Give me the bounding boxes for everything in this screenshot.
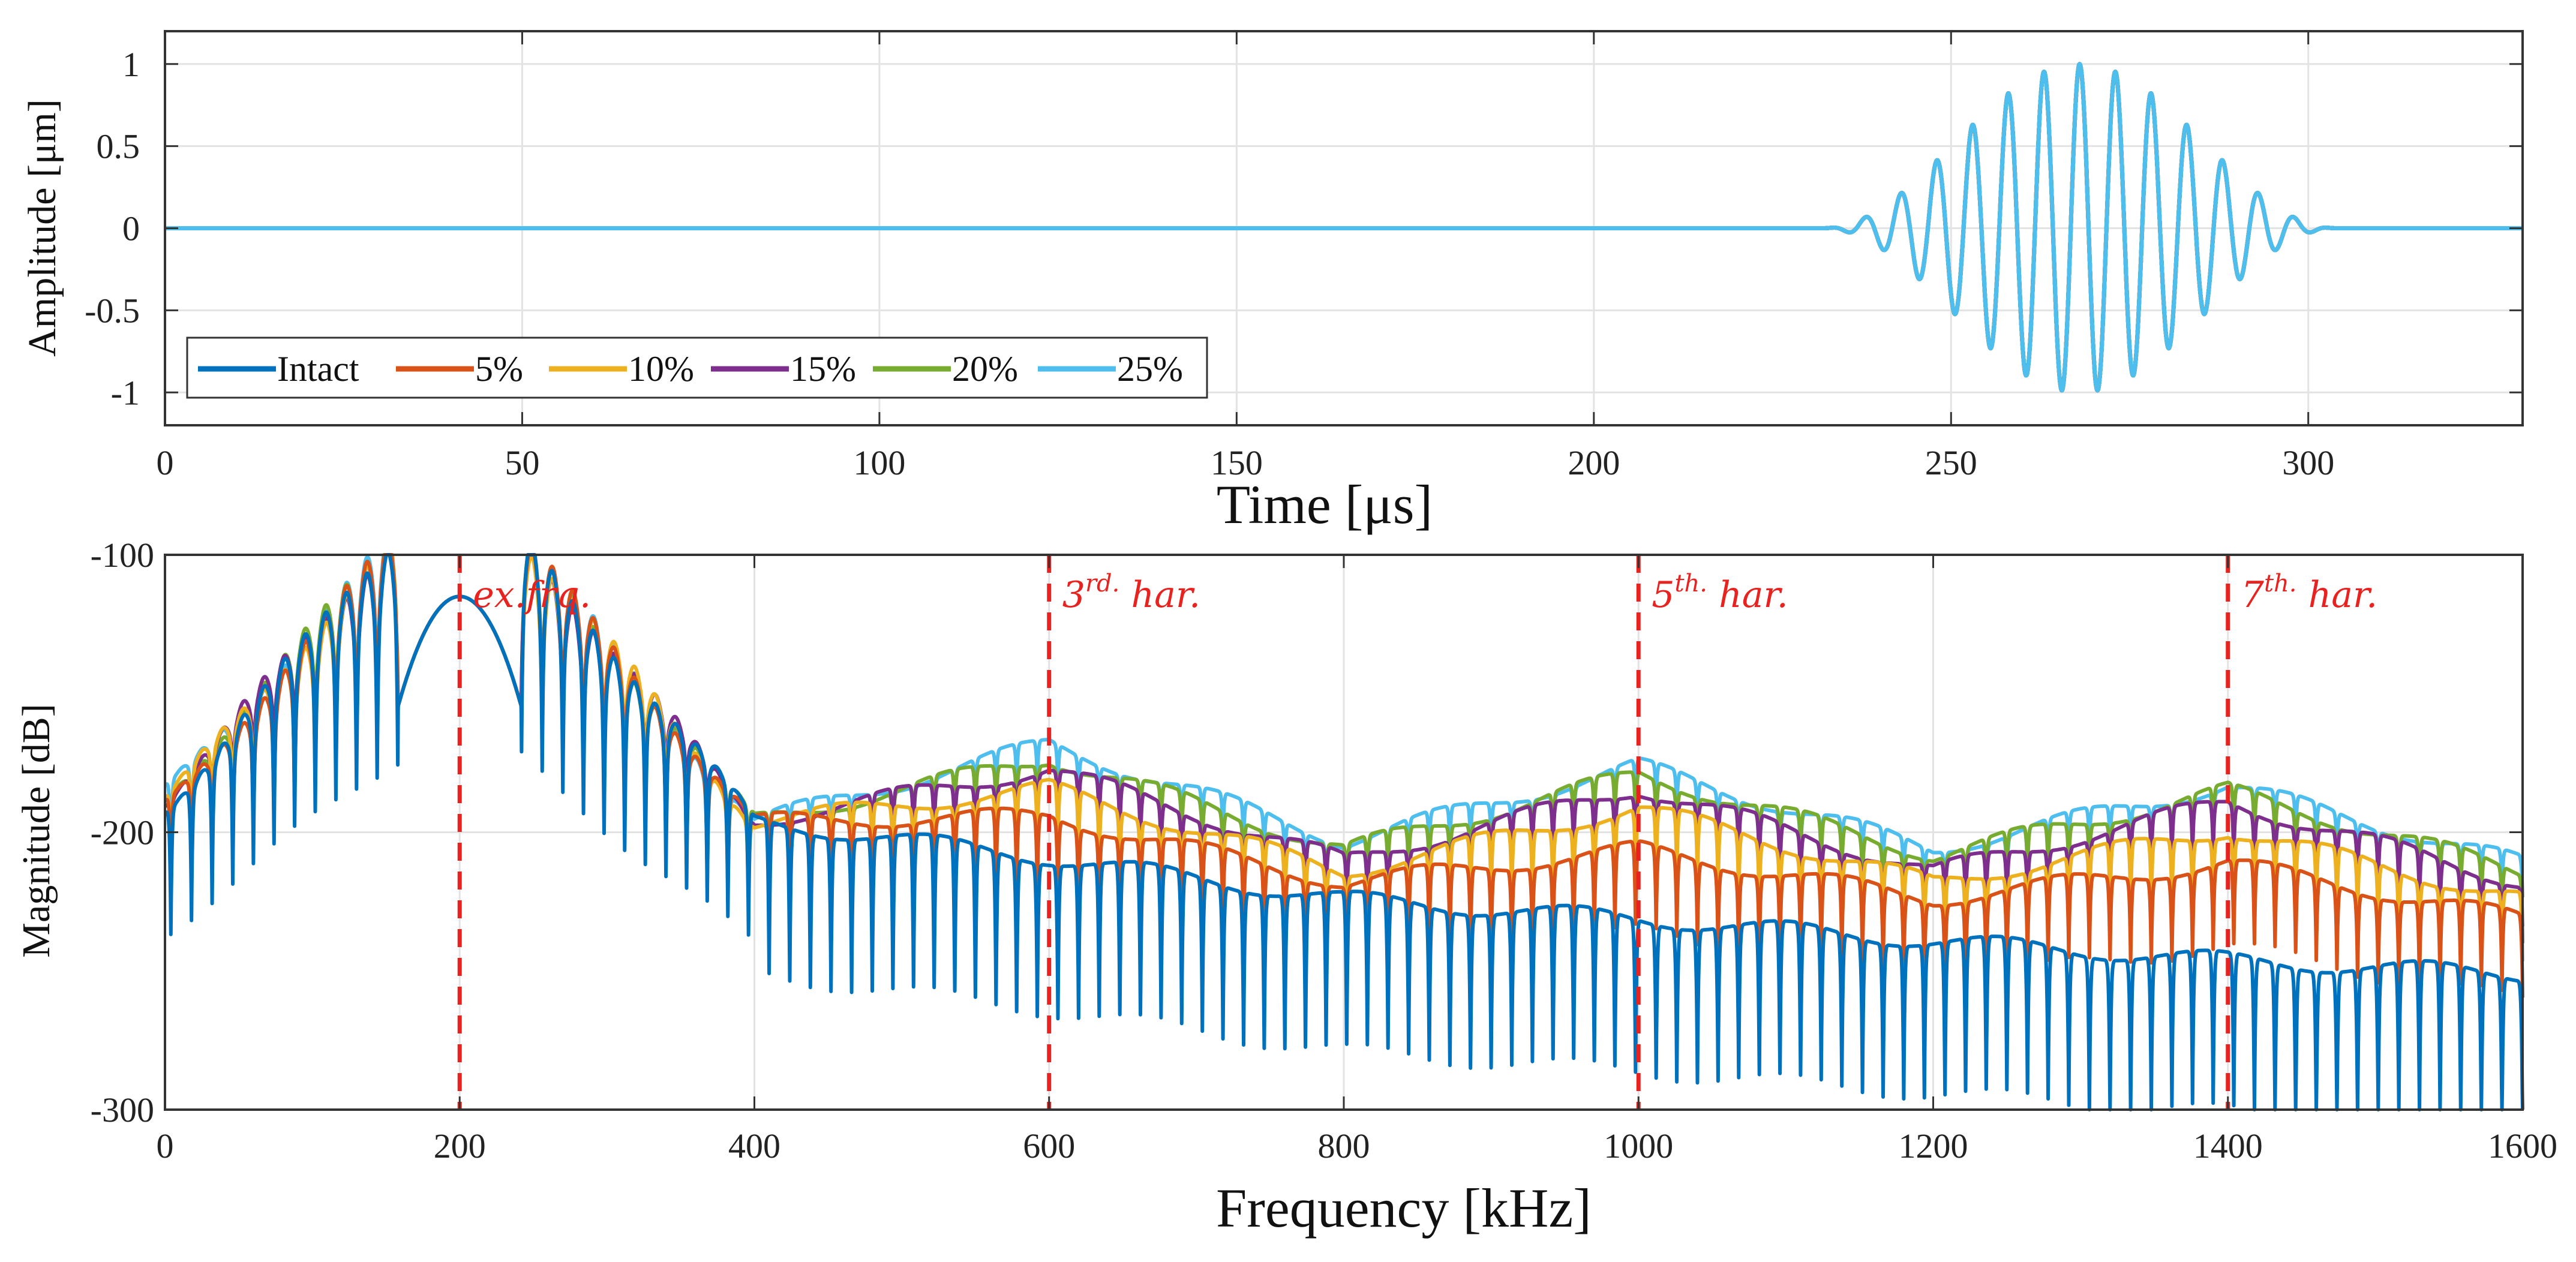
time-x-tick-label: 200 [1568,443,1620,482]
time-y-tick-label: 0.5 [97,127,140,166]
frequency-x-tick-label: 1400 [2193,1126,2263,1165]
frequency-y-tick-label: -100 [91,536,154,575]
harmonic-marker-label: ex.frq. [473,574,591,616]
time-x-tick-label: 250 [1925,443,1977,482]
time-y-tick-label: -1 [111,373,140,412]
time-y-axis-label: Amplitude [μm] [20,99,64,356]
time-series-25pct [163,62,2524,393]
frequency-x-tick-label: 0 [157,1126,174,1165]
frequency-x-tick-label: 800 [1318,1126,1370,1165]
frequency-domain-plot: ex.frq. 3rd. har. 5th. har. 7th. har. 0 200 4… [14,536,2557,1239]
time-series [163,62,2524,393]
time-x-tick-label: 0 [157,443,174,482]
time-y-tick-label: 0 [122,209,140,248]
frequency-y-axis-label: Magnitude [dB] [14,704,58,957]
frequency-x-tick-label: 1600 [2488,1126,2557,1165]
legend-label: 20% [952,349,1018,389]
harmonic-marker-label: 3rd. har. [1062,570,1200,616]
frequency-y-tick-label: -200 [91,813,154,852]
time-x-tick-label: 150 [1211,443,1263,482]
frequency-y-tick-label: -300 [91,1090,154,1129]
frequency-x-tick-label: 200 [434,1126,486,1165]
harmonic-marker-label: 7th. har. [2241,570,2377,616]
time-ticks: 0 50 100 150 200 250 300 1 0.5 0 -0.5 -1 [85,31,2523,482]
legend-label: 15% [790,349,856,389]
spectrum-series-Intact [163,553,2524,1111]
harmonic-marker-label: 5th. har. [1652,570,1788,616]
time-y-tick-label: 1 [122,45,140,84]
frequency-series [163,553,2524,1111]
frequency-x-tick-label: 400 [728,1126,780,1165]
time-x-tick-label: 300 [2282,443,2334,482]
legend-label: 5% [475,349,523,389]
legend-label: 10% [628,349,694,389]
legend: Intact 5% 10% 15% 20% 25% [186,336,1208,399]
time-y-tick-label: -0.5 [85,291,140,330]
frequency-ticks: 0 200 400 600 800 1000 1200 1400 1600 -100 -200 -30… [91,536,2557,1165]
time-x-tick-label: 100 [853,443,905,482]
frequency-x-axis-label: Frequency [kHz] [1216,1177,1592,1239]
harmonic-markers: ex.frq. 3rd. har. 5th. har. 7th. har. [457,555,2377,1110]
legend-box [186,336,1208,399]
time-x-axis-label: Time [μs] [1217,474,1433,535]
frequency-x-tick-label: 1000 [1604,1126,1673,1165]
legend-label: Intact [277,349,359,389]
time-x-tick-label: 50 [505,443,539,482]
frequency-x-tick-label: 600 [1023,1126,1075,1165]
legend-label: 25% [1117,349,1183,389]
frequency-x-tick-label: 1200 [1899,1126,1968,1165]
